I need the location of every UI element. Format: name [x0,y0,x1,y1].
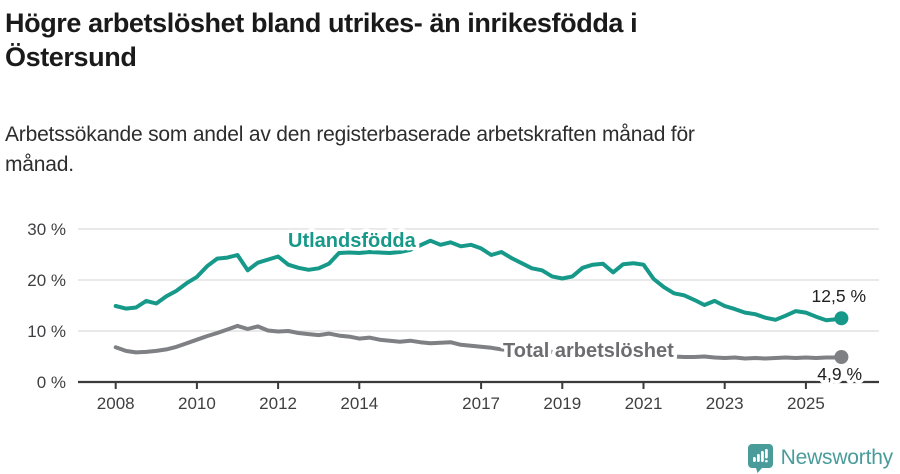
x-axis-labels: 2008 2010 2012 2014 2017 2019 2021 2023 2025 [97,394,825,413]
series-label-utlandsfodda: Utlandsfödda [288,230,417,252]
x-axis-tick-label: 2010 [178,394,216,413]
newsworthy-logo-text: Newsworthy [780,446,894,469]
x-axis-tick-label: 2014 [340,394,378,413]
page-title-line-1: Högre arbetslöshet bland utrikes- än inr… [5,8,638,38]
chart-subtitle: Arbetssökande som andel av den registerb… [5,120,850,180]
series-line-total-arbetsloshet [113,323,844,361]
series-endpoint-total-arbetsloshet [834,350,849,364]
line-chart: 0 % 10 % 20 % 30 % 2008 2010 2012 2014 2017 2019… [27,220,879,413]
gridlines [78,228,879,332]
y-axis-labels: 0 % 10 % 20 % 30 % [27,220,66,392]
page-title: Högre arbetslöshet bland utrikes- än inr… [5,6,785,74]
x-axis-tick-label: 2008 [97,394,135,413]
x-axis-tick-label: 2017 [462,394,500,413]
x-axis-tick-label: 2019 [543,394,581,413]
x-axis-tick-label: 2021 [625,394,663,413]
newsworthy-logo: Newsworthy [747,443,893,473]
x-axis-tick-label: 2012 [259,394,297,413]
y-axis-tick-label: 10 % [27,322,66,341]
chart-subtitle-line-2: månad. [5,153,74,176]
x-axis-ticks [114,382,807,389]
chart-header: Högre arbetslöshet bland utrikes- än inr… [5,6,785,74]
chart-subtitle-line-1: Arbetssökande som andel av den registerb… [5,123,695,146]
end-value-label-total-arbetsloshet: 4,9 % [817,364,862,384]
series-label-total-arbetsloshet: Total arbetslöshet [503,340,674,362]
newsworthy-speech-bubble-chart-icon [747,444,773,473]
y-axis-tick-label: 20 % [27,271,66,290]
y-axis-tick-label: 30 % [27,220,66,239]
page-title-line-2: Östersund [5,42,137,72]
end-value-label-utlandsfodda: 12,5 % [812,286,866,306]
series-endpoint-utlandsfodda [834,311,849,326]
x-axis-tick-label: 2023 [706,394,744,413]
series-line-utlandsfodda [113,238,844,323]
x-axis-tick-label: 2025 [787,394,825,413]
y-axis-tick-label: 0 % [37,373,66,392]
